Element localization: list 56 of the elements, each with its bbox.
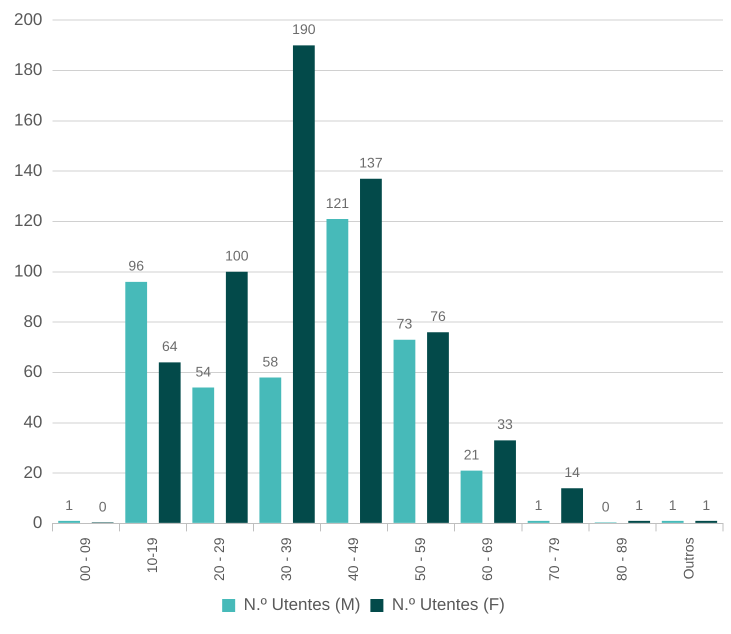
- data-label: 96: [128, 258, 144, 274]
- bar: [192, 388, 214, 523]
- x-tick-label: 30 - 39: [278, 537, 294, 582]
- bar: [292, 45, 315, 523]
- x-tick-label: 80 - 89: [613, 537, 630, 582]
- bar: [360, 178, 382, 523]
- bar: [494, 440, 516, 523]
- y-tick-label: 120: [14, 211, 42, 230]
- x-tick-label: 40 - 49: [345, 537, 362, 582]
- bar: [259, 377, 282, 523]
- data-label: 137: [359, 154, 383, 171]
- x-tick-label: 70 - 79: [546, 537, 562, 582]
- data-label: 76: [430, 308, 446, 324]
- data-label: 14: [564, 464, 580, 480]
- bar: [460, 470, 482, 523]
- bar: [226, 272, 248, 523]
- x-tick-label: 10-19: [144, 537, 160, 574]
- y-tick-label: 100: [14, 261, 42, 280]
- bar: [326, 218, 348, 523]
- y-tick-label: 200: [14, 10, 42, 29]
- x-tick-label: 50 - 59: [412, 537, 428, 582]
- data-label: 1: [65, 496, 74, 513]
- bar: [561, 488, 584, 523]
- data-label: 190: [292, 21, 316, 38]
- data-label: 54: [195, 363, 212, 380]
- y-tick-label: 60: [23, 362, 42, 382]
- data-label: 121: [326, 194, 350, 211]
- x-tick-label: 20 - 29: [210, 537, 227, 582]
- y-tick-label: 140: [14, 160, 42, 180]
- bar: [125, 282, 148, 523]
- bar: [394, 340, 416, 523]
- bar: [427, 332, 449, 523]
- bar: [158, 362, 181, 523]
- x-tick-label: 60 - 69: [479, 537, 496, 582]
- data-label: 64: [162, 338, 178, 354]
- y-tick-label: 0: [32, 513, 42, 532]
- data-label: 100: [225, 248, 249, 264]
- data-label: 58: [262, 353, 278, 370]
- data-label: 73: [396, 316, 412, 332]
- data-label: 33: [497, 416, 514, 432]
- y-tick-label: 40: [23, 412, 42, 432]
- data-label: 1: [635, 496, 644, 513]
- legend-label: N.º Utentes (F): [392, 595, 505, 614]
- data-label: 21: [464, 446, 480, 462]
- legend-label: N.º Utentes (M): [244, 595, 360, 614]
- y-tick-label: 20: [23, 462, 42, 482]
- x-tick-label: 00 - 09: [76, 537, 93, 582]
- y-tick-label: 160: [14, 110, 42, 130]
- x-tick-label: Outros: [680, 537, 696, 580]
- data-label: 0: [602, 498, 610, 514]
- y-tick-label: 180: [14, 60, 42, 80]
- data-label: 1: [534, 496, 543, 513]
- y-tick-label: 80: [23, 312, 42, 331]
- data-label: 1: [702, 496, 710, 513]
- data-label: 0: [98, 498, 107, 514]
- data-label: 1: [668, 496, 677, 513]
